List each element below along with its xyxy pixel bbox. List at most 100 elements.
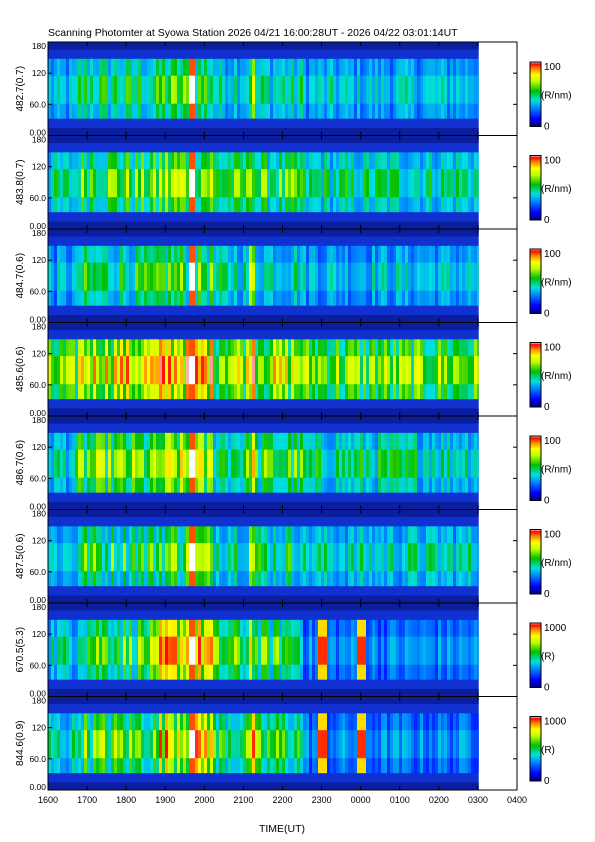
- intensity-core: [87, 636, 90, 665]
- intensity-core: [48, 169, 51, 198]
- intensity-core: [132, 356, 135, 385]
- intensity-core: [459, 75, 462, 104]
- intensity-core: [51, 543, 54, 572]
- intensity-core: [321, 730, 324, 759]
- intensity-core: [417, 636, 420, 665]
- intensity-core: [141, 730, 144, 759]
- intensity-core: [444, 730, 447, 759]
- intensity-core: [420, 730, 423, 759]
- intensity-core: [66, 636, 69, 665]
- intensity-core: [312, 543, 315, 572]
- intensity-core: [423, 449, 426, 478]
- intensity-core: [363, 449, 366, 478]
- intensity-core: [144, 730, 147, 759]
- intensity-core: [318, 262, 321, 291]
- intensity-core: [123, 169, 126, 198]
- intensity-core: [300, 449, 303, 478]
- intensity-core: [357, 356, 360, 385]
- intensity-core: [360, 449, 363, 478]
- intensity-core: [222, 449, 225, 478]
- intensity-core: [57, 356, 60, 385]
- intensity-core: [468, 169, 471, 198]
- intensity-core: [252, 636, 255, 665]
- intensity-core: [351, 730, 354, 759]
- intensity-core: [54, 169, 57, 198]
- intensity-core: [195, 356, 198, 385]
- intensity-core: [345, 75, 348, 104]
- intensity-core: [90, 356, 93, 385]
- intensity-core: [288, 543, 291, 572]
- intensity-core: [216, 169, 219, 198]
- panel-top-edge: [48, 509, 479, 517]
- intensity-core: [456, 75, 459, 104]
- intensity-core: [54, 262, 57, 291]
- intensity-core: [270, 169, 273, 198]
- intensity-core: [75, 449, 78, 478]
- intensity-core: [48, 543, 51, 572]
- intensity-core: [282, 75, 285, 104]
- intensity-core: [384, 75, 387, 104]
- intensity-core: [303, 356, 306, 385]
- intensity-core: [279, 75, 282, 104]
- intensity-core: [432, 449, 435, 478]
- intensity-core: [399, 262, 402, 291]
- intensity-core: [438, 262, 441, 291]
- intensity-core: [216, 262, 219, 291]
- intensity-core: [249, 262, 252, 291]
- intensity-core: [111, 75, 114, 104]
- intensity-core: [231, 543, 234, 572]
- intensity-core: [201, 449, 204, 478]
- intensity-core: [72, 730, 75, 759]
- intensity-core: [333, 636, 336, 665]
- intensity-core: [150, 730, 153, 759]
- intensity-core: [243, 75, 246, 104]
- intensity-core: [177, 636, 180, 665]
- panel-0: 0.00 60.0 120 180 482.7(0.7) 100 0 (R/nm): [15, 41, 572, 138]
- intensity-core: [171, 730, 174, 759]
- colorbar-max-label: 1000: [544, 623, 567, 634]
- intensity-core: [441, 262, 444, 291]
- intensity-core: [195, 636, 198, 665]
- x-tick-label: 0100: [390, 795, 410, 805]
- intensity-core: [432, 543, 435, 572]
- intensity-core: [156, 449, 159, 478]
- intensity-core: [108, 449, 111, 478]
- intensity-core: [267, 262, 270, 291]
- intensity-core: [321, 75, 324, 104]
- intensity-core: [438, 75, 441, 104]
- intensity-core: [462, 636, 465, 665]
- intensity-core: [57, 169, 60, 198]
- intensity-core: [273, 356, 276, 385]
- intensity-core: [231, 169, 234, 198]
- intensity-core: [426, 730, 429, 759]
- intensity-core: [363, 75, 366, 104]
- intensity-core: [147, 730, 150, 759]
- colorbar-max-label: 100: [544, 436, 561, 447]
- intensity-core: [336, 169, 339, 198]
- intensity-core: [309, 636, 312, 665]
- intensity-core: [354, 543, 357, 572]
- intensity-core: [51, 169, 54, 198]
- intensity-core: [348, 449, 351, 478]
- intensity-core: [294, 75, 297, 104]
- intensity-core: [255, 543, 258, 572]
- intensity-core: [375, 543, 378, 572]
- intensity-core: [360, 543, 363, 572]
- intensity-core: [150, 169, 153, 198]
- intensity-core: [144, 262, 147, 291]
- intensity-core: [438, 543, 441, 572]
- intensity-core: [84, 449, 87, 478]
- intensity-core: [387, 543, 390, 572]
- intensity-core: [123, 543, 126, 572]
- intensity-core: [171, 636, 174, 665]
- intensity-core: [153, 262, 156, 291]
- intensity-core: [246, 449, 249, 478]
- intensity-core: [162, 356, 165, 385]
- intensity-core: [270, 730, 273, 759]
- intensity-core: [120, 543, 123, 572]
- intensity-core: [477, 356, 479, 385]
- panel-wavelength-label: 844.6(0.9): [15, 720, 26, 766]
- intensity-core: [213, 543, 216, 572]
- intensity-core: [399, 169, 402, 198]
- intensity-core: [141, 636, 144, 665]
